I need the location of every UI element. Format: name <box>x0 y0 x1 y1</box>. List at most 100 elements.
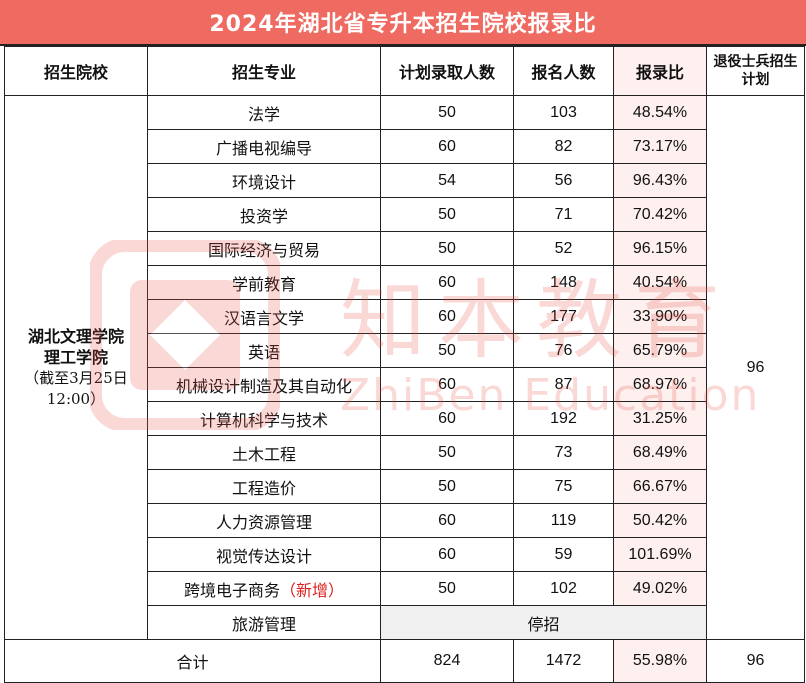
major-cell: 汉语言文学 <box>147 299 381 334</box>
ratio-cell: 65.79% <box>613 333 707 368</box>
applicants-cell: 119 <box>513 503 614 538</box>
major-cell: 工程造价 <box>147 469 381 504</box>
major-cell: 投资学 <box>147 197 381 232</box>
ratio-cell: 31.25% <box>613 401 707 436</box>
major-cell: 学前教育 <box>147 265 381 300</box>
ratio-cell: 48.54% <box>613 95 707 130</box>
major-cell: 人力资源管理 <box>147 503 381 538</box>
total-row: 合计 824 1472 55.98% 96 <box>4 639 805 683</box>
major-cell: 国际经济与贸易 <box>147 231 381 266</box>
total-planned: 824 <box>380 639 514 683</box>
header-major: 招生专业 <box>147 46 381 96</box>
planned-cell: 60 <box>380 299 514 334</box>
planned-cell: 60 <box>380 537 514 572</box>
stopped-status: 停招 <box>380 605 707 640</box>
school-name-line1: 湖北文理学院 <box>27 326 124 346</box>
header-row: 招生院校 招生专业 计划录取人数 报名人数 报录比 退役士兵招生计划 <box>4 46 805 96</box>
title-bar: 2024年湖北省专升本招生院校报录比 <box>0 0 806 46</box>
planned-cell: 60 <box>380 367 514 402</box>
new-badge: （新增） <box>280 580 345 600</box>
major-cell: 旅游管理 <box>147 605 381 640</box>
table-row: 土木工程 50 73 68.49% <box>5 435 805 470</box>
applicants-cell: 73 <box>513 435 614 470</box>
applicants-cell: 177 <box>513 299 614 334</box>
ratio-cell: 40.54% <box>613 265 707 300</box>
major-cell: 法学 <box>147 95 381 130</box>
planned-cell: 60 <box>380 401 514 436</box>
ratio-cell: 50.42% <box>613 503 707 538</box>
total-ratio: 55.98% <box>613 639 707 683</box>
planned-cell: 50 <box>380 95 514 130</box>
planned-cell: 60 <box>380 503 514 538</box>
table-row: 视觉传达设计 60 59 101.69% <box>5 537 805 572</box>
header-applicants: 报名人数 <box>513 46 614 96</box>
major-cell: 跨境电子商务（新增） <box>147 571 381 606</box>
applicants-cell: 71 <box>513 197 614 232</box>
ratio-cell: 68.97% <box>613 367 707 402</box>
total-label: 合计 <box>4 639 381 683</box>
total-applicants: 1472 <box>513 639 614 683</box>
school-note-line2: 12:00） <box>46 389 106 408</box>
ratio-cell: 68.49% <box>613 435 707 470</box>
applicants-cell: 103 <box>513 95 614 130</box>
table-body: 湖北文理学院 理工学院 （截至3月25日 12:00） 法学 50 103 48.54% 96 广… <box>4 95 805 683</box>
applicants-cell: 87 <box>513 367 614 402</box>
ratio-cell: 101.69% <box>613 537 707 572</box>
applicants-cell: 52 <box>513 231 614 266</box>
admission-table: 招生院校 招生专业 计划录取人数 报名人数 报录比 退役士兵招生计划 湖北文理学… <box>4 46 805 683</box>
applicants-cell: 82 <box>513 129 614 164</box>
table-row: 湖北文理学院 理工学院 （截至3月25日 12:00） 法学 50 103 48.54% 96 <box>4 95 805 640</box>
ratio-cell: 66.67% <box>613 469 707 504</box>
major-cell: 视觉传达设计 <box>147 537 381 572</box>
planned-cell: 60 <box>380 265 514 300</box>
ratio-cell: 73.17% <box>613 129 707 164</box>
major-cell: 计算机科学与技术 <box>147 401 381 436</box>
table-row: 机械设计制造及其自动化 60 87 68.97% <box>5 367 805 402</box>
table-row: 人力资源管理 60 119 50.42% <box>5 503 805 538</box>
ratio-cell: 70.42% <box>613 197 707 232</box>
table-row: 学前教育 60 148 40.54% <box>5 265 805 300</box>
planned-cell: 50 <box>380 197 514 232</box>
planned-cell: 50 <box>380 435 514 470</box>
planned-cell: 50 <box>380 231 514 266</box>
applicants-cell: 75 <box>513 469 614 504</box>
total-veteran: 96 <box>706 639 805 683</box>
major-cell: 机械设计制造及其自动化 <box>147 367 381 402</box>
ratio-cell: 96.43% <box>613 163 707 198</box>
major-cell: 英语 <box>147 333 381 368</box>
page-title: 2024年湖北省专升本招生院校报录比 <box>209 12 597 37</box>
header-school: 招生院校 <box>4 46 148 96</box>
major-name: 跨境电子商务 <box>183 580 280 600</box>
planned-cell: 50 <box>380 571 514 606</box>
table-row: 英语 50 76 65.79% <box>5 333 805 368</box>
header-ratio: 报录比 <box>613 46 707 96</box>
school-name-line2: 理工学院 <box>43 347 108 367</box>
school-note-line1: （截至3月25日 <box>24 368 128 387</box>
major-cell: 土木工程 <box>147 435 381 470</box>
table-row: 国际经济与贸易 50 52 96.15% <box>5 231 805 266</box>
ratio-cell: 49.02% <box>613 571 707 606</box>
planned-cell: 50 <box>380 333 514 368</box>
school-cell: 湖北文理学院 理工学院 （截至3月25日 12:00） <box>4 95 148 640</box>
applicants-cell: 56 <box>513 163 614 198</box>
ratio-cell: 96.15% <box>613 231 707 266</box>
table-row: 环境设计 54 56 96.43% <box>5 163 805 198</box>
table-row-stopped: 旅游管理 停招 <box>5 605 805 640</box>
veteran-cell: 96 <box>706 95 805 640</box>
applicants-cell: 102 <box>513 571 614 606</box>
applicants-cell: 76 <box>513 333 614 368</box>
header-planned: 计划录取人数 <box>380 46 514 96</box>
applicants-cell: 148 <box>513 265 614 300</box>
major-cell: 环境设计 <box>147 163 381 198</box>
table-row: 投资学 50 71 70.42% <box>5 197 805 232</box>
major-cell: 广播电视编导 <box>147 129 381 164</box>
header-veteran: 退役士兵招生计划 <box>706 46 805 96</box>
planned-cell: 54 <box>380 163 514 198</box>
ratio-cell: 33.90% <box>613 299 707 334</box>
planned-cell: 50 <box>380 469 514 504</box>
planned-cell: 60 <box>380 129 514 164</box>
applicants-cell: 192 <box>513 401 614 436</box>
applicants-cell: 59 <box>513 537 614 572</box>
table-row: 工程造价 50 75 66.67% <box>5 469 805 504</box>
table-row: 广播电视编导 60 82 73.17% <box>5 129 805 164</box>
